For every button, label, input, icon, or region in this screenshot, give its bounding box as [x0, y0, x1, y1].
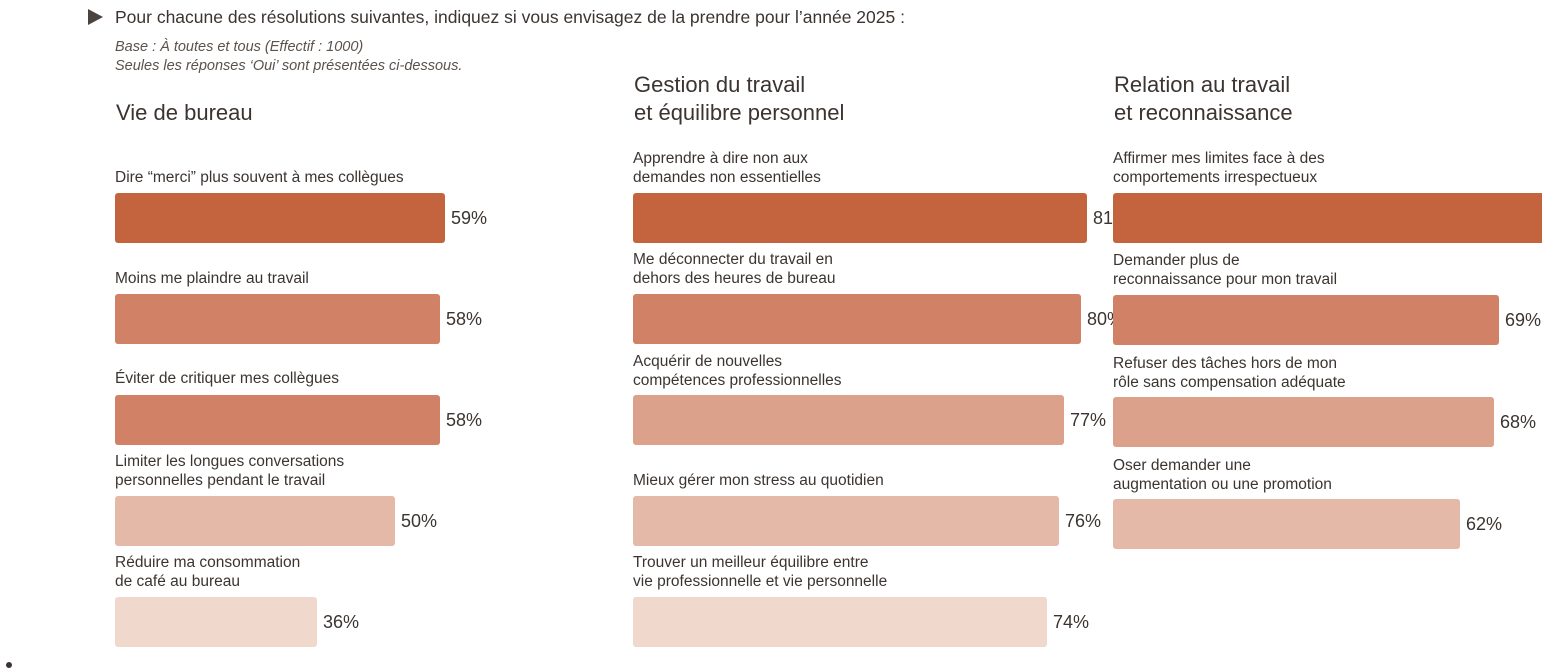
bar: [633, 294, 1081, 344]
bar-category-label: Réduire ma consommation de café au bureau: [115, 554, 300, 591]
bar-category-label-line: comportements irrespectueux: [1113, 168, 1318, 186]
bar-category-label-line: de café au bureau: [115, 572, 240, 590]
bar-value-label: 62%: [1466, 514, 1503, 534]
panel-title: Vie de bureau: [116, 99, 253, 127]
bar-category-label: Acquérir de nouvelles compétences profess…: [633, 353, 842, 390]
bar: [115, 597, 317, 647]
bar-category-label-line: Oser demander une: [1113, 457, 1251, 474]
base-note-line-2: Seules les réponses ‘Oui’ sont présentée…: [115, 58, 463, 74]
bar-category-label: Oser demander une augmentation ou une pro…: [1113, 457, 1332, 494]
bar-value-label: 58%: [446, 410, 483, 430]
bar-category-label-line: vie professionnelle et vie personnelle: [633, 572, 888, 590]
bar-category-label-line: demandes non essentielles: [633, 168, 821, 186]
bar-category-label-line: Affirmer mes limites face à des: [1113, 150, 1325, 167]
question-text: Pour chacune des résolutions suivantes, …: [115, 6, 905, 27]
bar-category-label: Mieux gérer mon stress au quotidien: [633, 472, 884, 491]
bar-value-label: 69%: [1505, 310, 1542, 330]
bar-category-label-line: Moins me plaindre au travail: [115, 270, 309, 287]
bar-category-label-line: Demander plus de: [1113, 252, 1240, 269]
bar: [1113, 499, 1460, 549]
bar-category-label: Apprendre à dire non aux demandes non ess…: [633, 150, 821, 187]
bar-category-label: Trouver un meilleur équilibre entre vie p…: [633, 554, 887, 591]
bar: [1113, 295, 1499, 345]
bar-category-label: Limiter les longues conversations personn…: [115, 453, 344, 490]
bar-category-label: Dire “merci” plus souvent à mes collègue…: [115, 169, 404, 188]
bar-value-label: 76%: [1065, 511, 1102, 531]
question-row: Pour chacune des résolutions suivantes, …: [88, 6, 905, 28]
bar-category-label: Me déconnecter du travail en dehors des h…: [633, 251, 836, 288]
bar-category-label-line: Apprendre à dire non aux: [633, 150, 808, 167]
bar: [1113, 397, 1494, 447]
bar-category-label-line: Réduire ma consommation: [115, 554, 301, 571]
bar-category-label-line: Éviter de critiquer mes collègues: [115, 370, 339, 387]
bar-category-label-line: personnelles pendant le travail: [115, 471, 326, 489]
bar-value-label: 59%: [451, 208, 488, 228]
bar-category-label: Affirmer mes limites face à des comportem…: [1113, 150, 1325, 187]
footer-mark: [6, 662, 12, 668]
bar-value-label: 36%: [323, 612, 360, 632]
bar-category-label-line: dehors des heures de bureau: [633, 269, 836, 287]
play-triangle-icon: [88, 9, 103, 25]
bar-value-label: 58%: [446, 309, 483, 329]
panel-title-line: et équilibre personnel: [634, 100, 845, 125]
bar: [633, 597, 1047, 647]
bar-category-label-line: reconnaissance pour mon travail: [1113, 270, 1338, 288]
bar-value-label: 74%: [1053, 612, 1090, 632]
panel-title: Relation au travail et reconnaissance: [1114, 71, 1293, 127]
base-note: Base : À toutes et tous (Effectif : 1000…: [115, 38, 462, 76]
bar: [115, 496, 395, 546]
bar-category-label-line: compétences professionnelles: [633, 371, 842, 389]
panel-title-line: Gestion du travail: [634, 72, 806, 97]
bar-category-label-line: Refuser des tâches hors de mon: [1113, 355, 1338, 372]
bar-category-label-line: Me déconnecter du travail en: [633, 251, 833, 268]
bar-value-label: 77%: [1070, 410, 1107, 430]
bar: [115, 294, 440, 344]
panel-title: Gestion du travail et équilibre personnel: [634, 71, 844, 127]
bar-category-label-line: augmentation ou une promotion: [1113, 475, 1332, 493]
bar: [633, 395, 1064, 445]
bar-category-label-line: Limiter les longues conversations: [115, 453, 345, 470]
bar-category-label-line: Acquérir de nouvelles: [633, 353, 783, 370]
bar-category-label-line: Dire “merci” plus souvent à mes collègue…: [115, 169, 404, 186]
panel-title-line: et reconnaissance: [1114, 100, 1293, 125]
bar-category-label: Demander plus de reconnaissance pour mon …: [1113, 252, 1337, 289]
bar: [633, 496, 1059, 546]
panel-title-line: Relation au travail: [1114, 72, 1291, 97]
bar: [115, 395, 440, 445]
bar-value-label: 50%: [401, 511, 438, 531]
bar: [1113, 193, 1542, 243]
bar-value-label: 68%: [1500, 412, 1537, 432]
bar-category-label: Moins me plaindre au travail: [115, 270, 309, 289]
bar-category-label-line: Mieux gérer mon stress au quotidien: [633, 472, 884, 489]
bar-category-label-line: Trouver un meilleur équilibre entre: [633, 554, 869, 571]
panel-title-line: Vie de bureau: [116, 100, 253, 125]
bar: [115, 193, 445, 243]
bar: [633, 193, 1087, 243]
base-note-line-1: Base : À toutes et tous (Effectif : 1000…: [115, 39, 364, 55]
bar-category-label: Éviter de critiquer mes collègues: [115, 370, 339, 389]
bar-category-label-line: rôle sans compensation adéquate: [1113, 373, 1346, 391]
bar-category-label: Refuser des tâches hors de mon rôle sans …: [1113, 355, 1346, 392]
